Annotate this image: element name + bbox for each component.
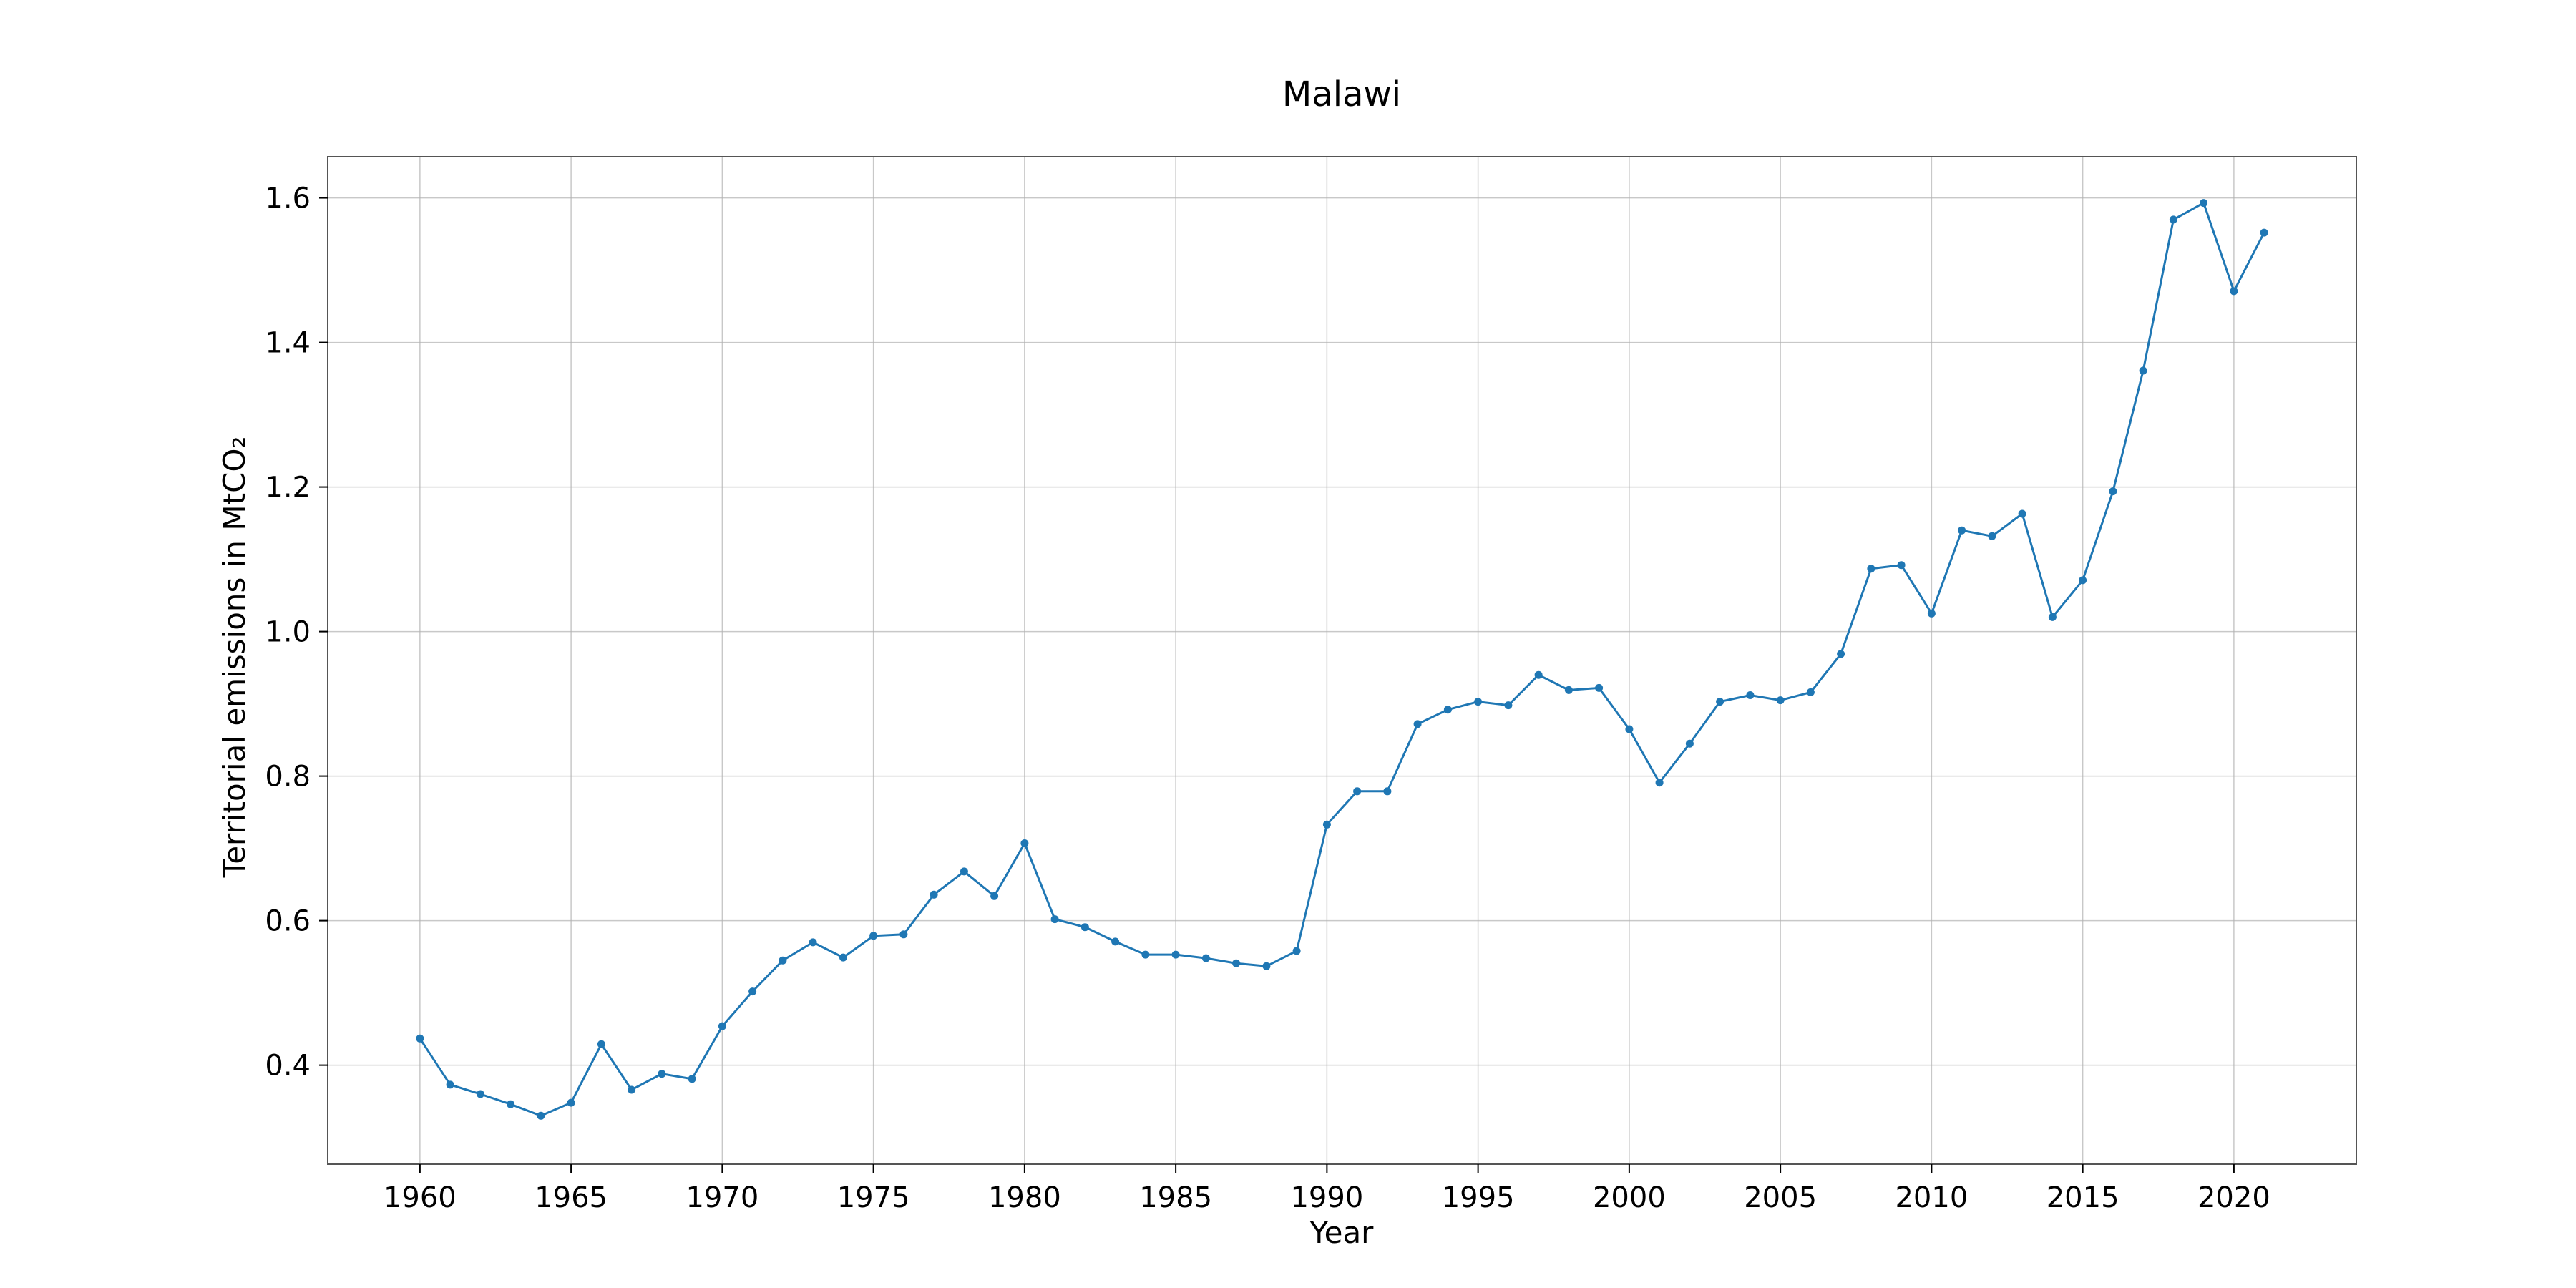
- y-tick-label: 0.4: [265, 1050, 311, 1083]
- data-point: [1988, 532, 1996, 540]
- data-point: [1685, 739, 1694, 748]
- data-point: [1564, 686, 1573, 694]
- y-tick-label: 1.6: [265, 182, 311, 215]
- plot-area-frame: [327, 156, 2357, 1165]
- x-tick-label: 1970: [686, 1181, 758, 1214]
- series-line: [419, 201, 2265, 1117]
- y-tick-label: 1.0: [265, 616, 311, 649]
- data-point: [2018, 509, 2026, 518]
- data-point: [597, 1040, 605, 1048]
- data-point: [1111, 937, 1120, 946]
- x-tick-label: 1965: [535, 1181, 608, 1214]
- data-point: [567, 1098, 575, 1107]
- data-point: [658, 1070, 666, 1078]
- data-point: [537, 1111, 545, 1120]
- data-point: [869, 932, 878, 940]
- grid: [328, 157, 2356, 1164]
- data-point: [2169, 215, 2177, 224]
- data-point: [1716, 698, 1724, 706]
- data-point: [507, 1100, 515, 1108]
- data-point: [930, 890, 938, 899]
- chart-title: Malawi: [1282, 74, 1401, 114]
- data-point: [839, 953, 847, 962]
- x-tick-label: 1975: [837, 1181, 910, 1214]
- data-point: [2079, 576, 2087, 585]
- data-point: [809, 938, 817, 947]
- data-point: [1897, 561, 1906, 570]
- x-tick-label: 2020: [2197, 1181, 2270, 1214]
- data-point: [2200, 199, 2208, 208]
- x-tick-label: 1985: [1139, 1181, 1212, 1214]
- x-tick-label: 1990: [1290, 1181, 1363, 1214]
- data-point: [1080, 923, 1089, 932]
- data-point: [990, 892, 999, 900]
- data-point: [1867, 565, 1875, 573]
- data-point: [2230, 287, 2238, 296]
- y-axis: 0.4 0.6 0.8 1.0 1.2 1.4 1.6: [265, 182, 328, 1083]
- data-point: [688, 1075, 696, 1083]
- data-point: [1353, 787, 1362, 796]
- data-point: [1927, 609, 1936, 618]
- data-point: [1595, 683, 1604, 692]
- x-axis: 1960 1965 1970 1975 1980 1985 1990 1995 2000 2005…: [384, 1164, 2270, 1214]
- data-point: [1383, 787, 1392, 796]
- data-point: [416, 1034, 424, 1043]
- data-point: [2139, 366, 2147, 375]
- data-point: [1776, 696, 1785, 705]
- x-axis-label: Year: [1309, 1215, 1375, 1250]
- data-point: [718, 1022, 726, 1030]
- x-tick-label: 1980: [988, 1181, 1061, 1214]
- data-point: [1201, 954, 1210, 962]
- x-tick-label: 2000: [1593, 1181, 1666, 1214]
- data-point: [1746, 691, 1755, 699]
- x-tick-label: 2005: [1744, 1181, 1817, 1214]
- data-point: [1534, 670, 1543, 679]
- data-point: [1474, 698, 1483, 706]
- data-point: [960, 867, 968, 876]
- data-point: [1262, 962, 1271, 970]
- data-point: [1443, 706, 1452, 714]
- data-point: [1020, 839, 1029, 847]
- data-point: [1625, 725, 1634, 733]
- data-point: [1171, 950, 1180, 959]
- data-point: [1413, 720, 1422, 728]
- data-point: [1292, 947, 1301, 955]
- data-point: [446, 1080, 454, 1089]
- data-point: [899, 930, 908, 939]
- data-point: [2048, 613, 2057, 621]
- data-point: [2260, 228, 2268, 237]
- data-point: [1806, 688, 1815, 696]
- data-point: [779, 956, 787, 965]
- data-point: [1958, 526, 1966, 535]
- series-markers: [416, 199, 2268, 1120]
- y-tick-label: 0.8: [265, 761, 311, 794]
- data-point: [2109, 487, 2117, 496]
- data-point: [628, 1085, 636, 1094]
- y-tick-label: 1.2: [265, 472, 311, 504]
- data-point: [1141, 950, 1150, 959]
- data-point: [1504, 701, 1513, 710]
- data-point: [476, 1090, 484, 1098]
- x-tick-label: 2010: [1895, 1181, 1968, 1214]
- y-axis-label: Territorial emissions in MtCO₂: [217, 436, 252, 879]
- data-point: [748, 987, 757, 996]
- x-tick-label: 1995: [1442, 1181, 1515, 1214]
- y-tick-label: 0.6: [265, 905, 311, 938]
- x-tick-label: 2015: [2046, 1181, 2119, 1214]
- y-tick-label: 1.4: [265, 327, 311, 360]
- data-point: [1232, 959, 1241, 967]
- x-tick-label: 1960: [384, 1181, 457, 1214]
- data-point: [1050, 915, 1059, 924]
- data-point: [1655, 779, 1664, 787]
- data-point: [1837, 650, 1845, 658]
- data-point: [1322, 820, 1331, 829]
